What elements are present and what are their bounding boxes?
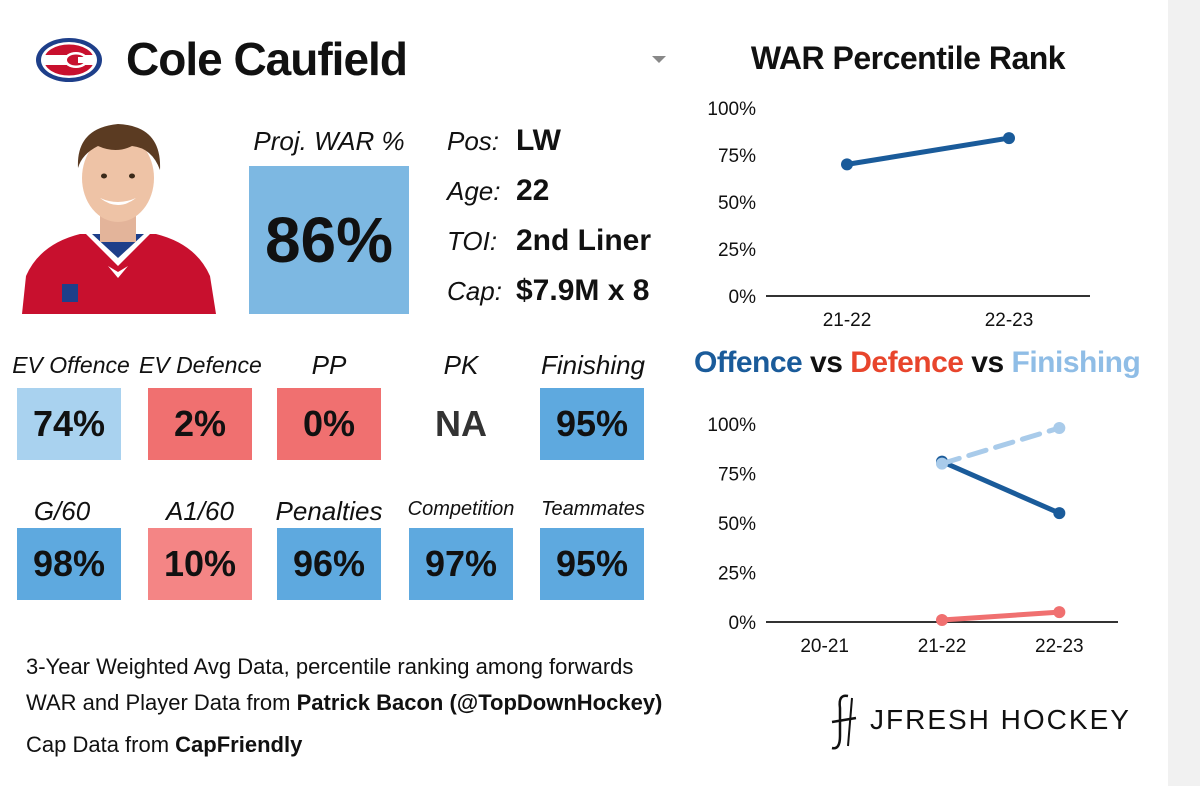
series-line-war <box>844 135 1012 167</box>
offence-defence-finishing-chart: 0% 25% 50% 75% 100% 20-21 21-22 22-23 <box>707 415 1118 657</box>
player-headshot <box>22 124 216 314</box>
footer-line-3-prefix: Cap Data from <box>26 732 176 757</box>
data-point-war <box>841 158 853 171</box>
stat-label-g60: G/60 <box>33 496 91 526</box>
data-point-offence <box>1053 507 1066 520</box>
stat-box-penalties: 96% <box>277 528 381 600</box>
player-name: Cole Caufield <box>126 33 408 85</box>
x-tick-label: 22-23 <box>1035 636 1084 657</box>
footer-line-2: WAR and Player Data from Patrick Bacon (… <box>26 690 662 716</box>
stat-label-finishing: Finishing <box>540 350 646 380</box>
x-tick-label: 21-22 <box>823 310 872 331</box>
stat-box-ev-defence: 2% <box>148 388 252 460</box>
y-tick-label: 25% <box>718 240 756 261</box>
chart2-title: Offence vs Defence vs Finishing <box>694 346 1141 380</box>
stat-box-a160: 10% <box>148 528 252 600</box>
series-line-offence <box>939 459 1062 516</box>
chart2-title-vs-1: vs <box>802 346 851 379</box>
stat-box-ev-offence: 74% <box>17 388 121 460</box>
data-point-finishing <box>936 457 948 470</box>
chart2-title-finishing: Finishing <box>1011 346 1141 379</box>
stat-box-competition: 97% <box>409 528 513 600</box>
footer-line-1: 3-Year Weighted Avg Data, percentile ran… <box>26 654 634 679</box>
stat-label-pk: PK <box>443 350 479 380</box>
y-tick-label: 0% <box>729 287 757 308</box>
y-tick-label: 50% <box>718 514 756 535</box>
stat-box-g60: 98% <box>17 528 121 600</box>
chevron-down-icon[interactable] <box>652 56 666 63</box>
x-tick-label: 21-22 <box>918 636 967 657</box>
chart2-title-vs-2: vs <box>963 346 1012 379</box>
info-value-toi: 2nd Liner <box>516 224 652 257</box>
y-tick-label: 0% <box>729 613 757 634</box>
chart2-title-offence: Offence <box>694 346 803 379</box>
stat-label-competition: Competition <box>407 498 515 520</box>
stat-label-teammates: Teammates <box>541 498 645 520</box>
info-value-cap: $7.9M x 8 <box>516 274 650 307</box>
jf-logo-icon <box>831 694 857 750</box>
y-tick-label: 75% <box>718 146 756 167</box>
data-point-defence <box>936 614 948 627</box>
data-point-defence <box>1053 606 1066 619</box>
stat-box-teammates: 95% <box>540 528 644 600</box>
chart1-title: WAR Percentile Rank <box>750 40 1066 76</box>
footer-line-2-prefix: WAR and Player Data from <box>26 690 297 715</box>
footer-capfriendly: CapFriendly <box>175 732 303 757</box>
info-label-cap: Cap: <box>447 276 502 306</box>
footer-credit-link: Patrick Bacon (@TopDownHockey) <box>296 690 663 715</box>
y-tick-label: 50% <box>718 193 756 214</box>
stat-label-ev-defence: EV Defence <box>139 352 262 378</box>
proj-war-box: 86% <box>249 166 409 314</box>
y-tick-label: 100% <box>707 415 756 436</box>
x-tick-label: 20-21 <box>800 636 849 657</box>
info-label-pos: Pos: <box>447 126 500 156</box>
war-percentile-chart: 0% 25% 50% 75% 100% 21-22 22-23 <box>707 99 1090 331</box>
y-tick-label: 75% <box>718 465 756 486</box>
y-tick-label: 25% <box>718 564 756 585</box>
footer-line-3: Cap Data from CapFriendly <box>26 732 302 758</box>
x-tick-label: 22-23 <box>985 310 1034 331</box>
data-point-finishing <box>1053 421 1066 434</box>
series-line-finishing <box>939 425 1062 467</box>
stat-label-penalties: Penalties <box>275 496 383 526</box>
team-logo-icon <box>36 38 102 82</box>
stat-box-pk: NA <box>409 388 513 460</box>
stat-label-a160: A1/60 <box>166 496 234 526</box>
y-tick-label: 100% <box>707 99 756 120</box>
proj-war-label: Proj. WAR % <box>253 126 405 156</box>
stat-box-pp: 0% <box>277 388 381 460</box>
info-label-age: Age: <box>447 176 501 206</box>
right-edge-strip <box>1168 0 1200 786</box>
series-line-defence <box>939 609 1062 623</box>
stat-label-ev-offence: EV Offence <box>12 352 130 378</box>
stat-box-finishing: 95% <box>540 388 644 460</box>
info-label-toi: TOI: <box>447 226 498 256</box>
data-point-war <box>1003 132 1015 145</box>
chart2-title-defence: Defence <box>850 346 964 379</box>
info-value-age: 22 <box>516 174 550 207</box>
info-value-pos: LW <box>516 124 561 157</box>
brand-name: JFRESH HOCKEY <box>870 704 1131 735</box>
stat-label-pp: PP <box>311 350 347 380</box>
